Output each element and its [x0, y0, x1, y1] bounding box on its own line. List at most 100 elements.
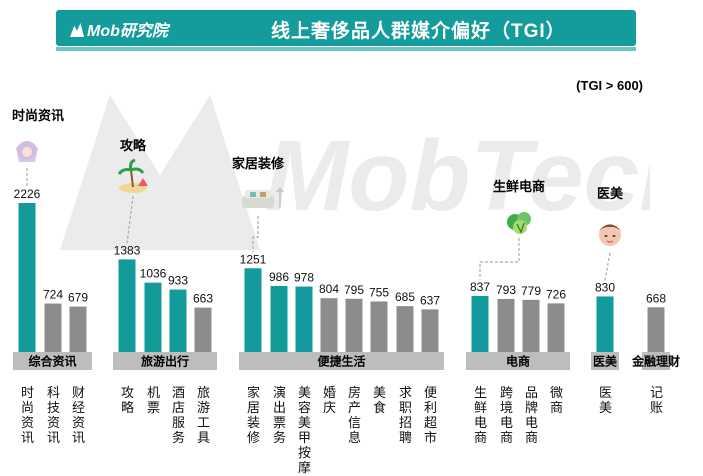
x-tick-label: 旅	[197, 385, 210, 400]
x-tick-label: 讯	[72, 430, 85, 445]
x-tick-label: 电	[474, 415, 487, 430]
sofa-icon	[242, 187, 284, 208]
bar-value-label: 2226	[14, 187, 41, 201]
bar-value-label: 795	[344, 283, 364, 297]
group-band	[466, 352, 570, 370]
x-tick-label: 市	[424, 430, 437, 445]
x-tick-label: 演	[273, 385, 286, 400]
x-tick-label: 尚	[21, 400, 34, 415]
x-tick-label: 美	[599, 400, 612, 415]
callout-connector	[126, 195, 134, 244]
callout-label: 时尚资讯	[12, 108, 64, 123]
bar-value-label: 1251	[240, 252, 267, 266]
x-tick-label: 服	[172, 415, 185, 430]
bar-1	[44, 303, 62, 352]
x-tick-label: 电	[525, 415, 538, 430]
x-tick-label: 鲜	[474, 400, 487, 415]
callout-connector	[604, 252, 611, 281]
bar-4	[144, 282, 162, 352]
x-tick-label: 微	[550, 385, 563, 400]
x-tick-label: 职	[399, 400, 412, 415]
bar-value-label: 663	[193, 292, 213, 306]
fashion-girl-icon	[16, 141, 38, 162]
x-tick-label: 息	[348, 430, 361, 445]
bar-16	[497, 298, 515, 352]
bar-value-label: 755	[369, 285, 389, 299]
bar-value-label: 978	[294, 271, 314, 285]
bar-5	[169, 289, 187, 352]
bar-15	[471, 295, 489, 352]
x-tick-label: 商	[525, 430, 538, 445]
group-band	[239, 352, 444, 370]
x-tick-label: 资	[47, 415, 60, 430]
callout-label: 生鲜电商	[493, 179, 545, 194]
x-tick-label: 医	[599, 385, 612, 400]
x-tick-label: 略	[121, 400, 134, 415]
bar-value-label: 1036	[140, 267, 167, 281]
bar-value-label: 779	[521, 284, 541, 298]
x-tick-label: 装	[247, 415, 260, 430]
x-tick-label: 美	[298, 385, 311, 400]
x-tick-label: 资	[72, 415, 85, 430]
x-tick-label: 摩	[298, 460, 311, 475]
x-tick-label: 经	[72, 400, 85, 415]
group-band	[113, 352, 217, 370]
x-tick-label: 技	[47, 400, 60, 415]
x-tick-label: 容	[298, 400, 311, 415]
group-label: 便捷生活	[317, 354, 365, 369]
group-label: 旅游出行	[141, 354, 189, 369]
tgi-threshold-note: (TGI > 600)	[576, 78, 643, 93]
bar-2	[69, 306, 87, 352]
bar-value-label: 685	[395, 290, 415, 304]
x-tick-label: 生	[474, 385, 487, 400]
bar-20	[647, 307, 665, 352]
x-tick-label: 工	[197, 415, 210, 430]
bar-6	[194, 307, 212, 352]
x-tick-label: 美	[298, 415, 311, 430]
group-label: 综合资讯	[28, 354, 76, 369]
x-tick-label: 美	[373, 385, 386, 400]
group-band	[591, 352, 619, 370]
brand-logo: Mob研究院	[70, 17, 168, 41]
x-tick-label: 资	[21, 415, 34, 430]
bar-value-label: 1383	[114, 243, 141, 257]
callout-connector	[252, 216, 259, 253]
x-tick-label: 攻	[121, 385, 134, 400]
x-tick-label: 出	[273, 400, 286, 415]
bar-10	[320, 298, 338, 352]
bar-value-label: 793	[496, 283, 516, 297]
group-label: 医美	[593, 354, 618, 369]
beach-palm-icon	[117, 158, 148, 193]
callout-label: 家居装修	[232, 156, 285, 171]
bar-value-label: 637	[420, 293, 440, 307]
x-tick-label: 商	[550, 400, 563, 415]
x-tick-label: 信	[348, 415, 361, 430]
x-tick-label: 超	[424, 415, 437, 430]
x-tick-label: 商	[500, 430, 513, 445]
x-tick-label: 票	[147, 400, 160, 415]
group-band	[642, 352, 670, 370]
header-banner: Mob研究院 线上奢侈品人群媒介偏好（TGI）	[56, 10, 636, 51]
bar-18	[547, 303, 565, 352]
x-tick-label: 房	[348, 385, 361, 400]
bar-8	[270, 286, 288, 352]
group-label: 金融理财	[631, 354, 680, 369]
x-tick-label: 游	[197, 400, 210, 415]
x-tick-label: 账	[650, 400, 663, 415]
bar-7	[244, 268, 262, 352]
x-tick-label: 跨	[500, 385, 513, 400]
brand-text: Mob研究院	[87, 23, 168, 40]
callout-connector	[479, 238, 520, 280]
x-tick-label: 电	[500, 415, 513, 430]
x-tick-label: 记	[650, 385, 663, 400]
bar-17	[522, 299, 540, 352]
x-tick-label: 庆	[323, 400, 336, 415]
bar-3	[118, 259, 136, 352]
x-tick-label: 食	[373, 400, 386, 415]
bar-11	[345, 298, 363, 352]
bar-19	[596, 296, 614, 352]
bar-value-label: 679	[68, 291, 88, 305]
group-label: 电商	[506, 354, 530, 369]
x-tick-label: 酒	[172, 385, 185, 400]
